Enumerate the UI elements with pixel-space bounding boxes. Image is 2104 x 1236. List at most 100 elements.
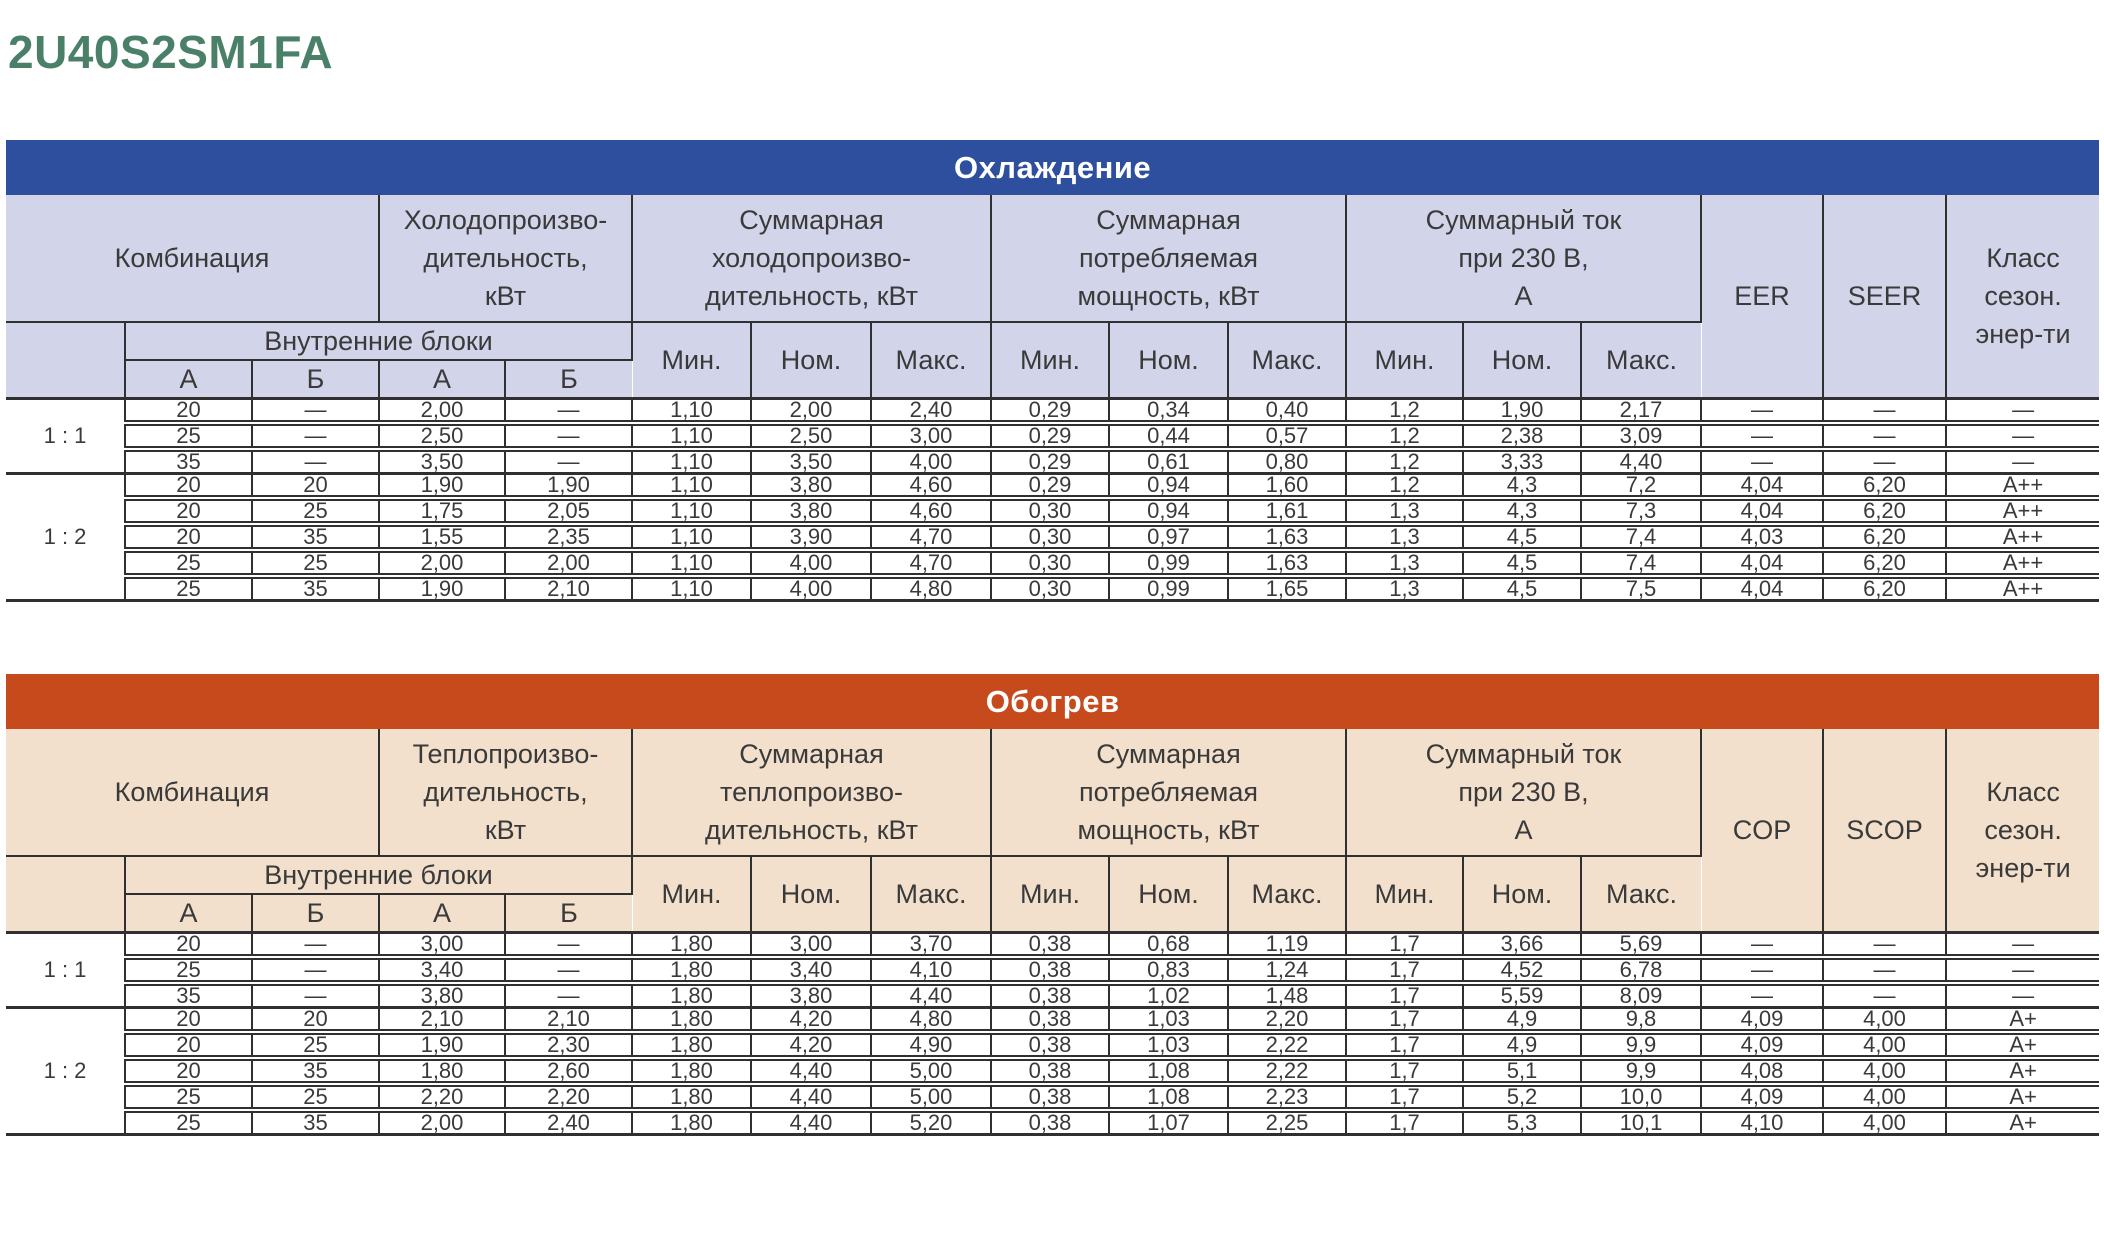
- value-cell: 4,00: [1823, 1032, 1947, 1061]
- value-cell: 1,7: [1346, 932, 1464, 960]
- header-unit-a: А: [125, 894, 253, 934]
- value-cell: 1,03: [1109, 1007, 1229, 1035]
- header-current-line: при 230 В,: [1458, 243, 1589, 273]
- value-cell: 0,30: [991, 524, 1110, 553]
- value-cell: 4,00: [1823, 1084, 1947, 1113]
- value-cell: 1,10: [632, 550, 752, 579]
- header-nom: Ном.: [751, 322, 872, 400]
- value-cell: 1,10: [632, 498, 752, 527]
- header-eer: EER: [1701, 195, 1824, 400]
- header-energy-class-line: Класс: [1986, 243, 2060, 273]
- subheader-row-1: Внутренние блоки Мин. Ном. Макс. Мин. Ном. Мак…: [6, 322, 2099, 400]
- value-cell: 1,80: [632, 957, 752, 986]
- value-cell: 1,3: [1346, 524, 1464, 553]
- value-cell: —: [1701, 449, 1824, 475]
- value-cell: —: [1946, 449, 2100, 475]
- value-cell: 0,29: [991, 423, 1110, 452]
- header-unit-b: Б: [505, 360, 632, 400]
- value-cell: A++: [1946, 550, 2100, 579]
- value-cell: 4,80: [871, 576, 992, 602]
- value-cell: 4,10: [871, 957, 992, 986]
- value-cell: A+: [1946, 1007, 2100, 1035]
- header-power-line: мощность, кВт: [1077, 815, 1260, 845]
- value-cell: —: [1701, 957, 1824, 986]
- ratio-cell: 1 : 2: [6, 1007, 126, 1136]
- value-cell: 2,20: [505, 1084, 633, 1113]
- header-power-line: Суммарная: [1096, 739, 1241, 769]
- value-cell: 0,38: [991, 1007, 1110, 1035]
- value-cell: 4,60: [871, 498, 992, 527]
- value-cell: 2,38: [1463, 423, 1582, 452]
- value-cell: 2,00: [505, 550, 633, 579]
- subheader-row-1: Внутренние блоки Мин. Ном. Макс. Мин. Ном. Мак…: [6, 856, 2099, 934]
- group-header-row: Комбинация Теплопроизво-дительность, кВт Су…: [6, 729, 2100, 934]
- title-bar-row: Охлаждение: [6, 140, 2100, 195]
- header-unit-a: А: [125, 360, 253, 400]
- value-cell: 1,65: [1228, 576, 1347, 602]
- header-ratio-spacer: [6, 856, 126, 934]
- value-cell: 6,20: [1823, 550, 1947, 579]
- value-cell: 35: [125, 449, 253, 475]
- header-power: Суммарная потребляемая мощность, кВт: [991, 195, 1347, 323]
- header-combination: Комбинация: [6, 729, 380, 857]
- value-cell: 4,09: [1701, 1007, 1824, 1035]
- value-cell: 0,57: [1228, 423, 1347, 452]
- value-cell: 20: [252, 473, 380, 501]
- value-cell: 2,20: [379, 1084, 506, 1113]
- header-scop: SCOP: [1823, 729, 1947, 934]
- value-cell: 35: [252, 1058, 380, 1087]
- value-cell: 1,80: [632, 932, 752, 960]
- header-total-capacity-line: Суммарная: [739, 739, 884, 769]
- value-cell: 0,30: [991, 498, 1110, 527]
- cooling-spec-table: Охлаждение Комбинация Холодопроизво-дитель…: [6, 140, 2100, 602]
- value-cell: 2,40: [871, 398, 992, 426]
- value-cell: 3,80: [751, 473, 872, 501]
- header-total-capacity: Суммарная теплопроизво-дительность, кВт: [632, 729, 992, 857]
- group-header-row: Комбинация Холодопроизво-дительность, кВт С…: [6, 195, 2100, 400]
- value-cell: 1,7: [1346, 957, 1464, 986]
- cooling-data: 1 : 1 20—2,00—1,10 2,00 2,40 0,29 0,34 0,40 1,2…: [6, 398, 2100, 602]
- value-cell: 4,09: [1701, 1084, 1824, 1113]
- heating-spec-table: Обогрев Комбинация Теплопроизво-дительност…: [6, 674, 2100, 1136]
- value-cell: —: [505, 932, 633, 960]
- value-cell: 4,00: [1823, 1007, 1947, 1035]
- value-cell: 0,97: [1109, 524, 1229, 553]
- header-max: Макс.: [1581, 856, 1701, 934]
- value-cell: —: [505, 423, 633, 452]
- value-cell: 4,60: [871, 473, 992, 501]
- value-cell: 4,20: [751, 1032, 872, 1061]
- value-cell: 6,20: [1823, 473, 1947, 501]
- table-row: 25 25 2,00 2,00 1,10 4,00 4,70 0,30 0,99 1,63 1,3 4…: [6, 550, 2100, 579]
- value-cell: 25: [125, 423, 253, 452]
- header-unit-b: Б: [252, 360, 380, 400]
- table-row: 25—3,40—1,80 3,40 4,10 0,38 0,83 1,24 1,7 4,52 6…: [6, 957, 2100, 986]
- value-cell: —: [252, 423, 380, 452]
- value-cell: 2,60: [505, 1058, 633, 1087]
- header-current-line: Суммарный ток: [1425, 739, 1622, 769]
- value-cell: 1,7: [1346, 1084, 1464, 1113]
- table-row: 20 25 1,90 2,30 1,80 4,20 4,90 0,38 1,03 2,22 1,7 4…: [6, 1032, 2100, 1061]
- header-cop: COP: [1701, 729, 1824, 934]
- value-cell: 7,4: [1581, 524, 1702, 553]
- value-cell: 5,00: [871, 1058, 992, 1087]
- value-cell: 0,30: [991, 576, 1110, 602]
- table-row: 1 : 2 20 20 2,10 2,10 1,80 4,20 4,80 0,38 1,03 2,2…: [6, 1007, 2100, 1136]
- header-energy-class-line: энер-ти: [1975, 853, 2071, 883]
- value-cell: 25: [252, 498, 380, 527]
- table-row: 25 35 2,00 2,40 1,80 4,40 5,20 0,38 1,07 2,25 1,7 5…: [6, 1110, 2100, 1136]
- value-cell: 1,55: [379, 524, 506, 553]
- table-row: 35—3,80—1,80 3,80 4,40 0,38 1,02 1,48 1,7 5,59 8…: [6, 983, 2100, 1009]
- value-cell: 4,04: [1701, 473, 1824, 501]
- value-cell: 1,10: [632, 398, 752, 426]
- value-cell: 0,99: [1109, 576, 1229, 602]
- value-cell: 20: [252, 1007, 380, 1035]
- header-energy-class-line: сезон.: [1984, 815, 2062, 845]
- value-cell: 5,69: [1581, 932, 1702, 960]
- value-cell: 2,30: [505, 1032, 633, 1061]
- value-cell: 4,40: [871, 983, 992, 1009]
- value-cell: 2,00: [751, 398, 872, 426]
- header-current: Суммарный ток при 230 В, А: [1346, 195, 1702, 323]
- value-cell: 0,68: [1109, 932, 1229, 960]
- header-power: Суммарная потребляемая мощность, кВт: [991, 729, 1347, 857]
- value-cell: 1,75: [379, 498, 506, 527]
